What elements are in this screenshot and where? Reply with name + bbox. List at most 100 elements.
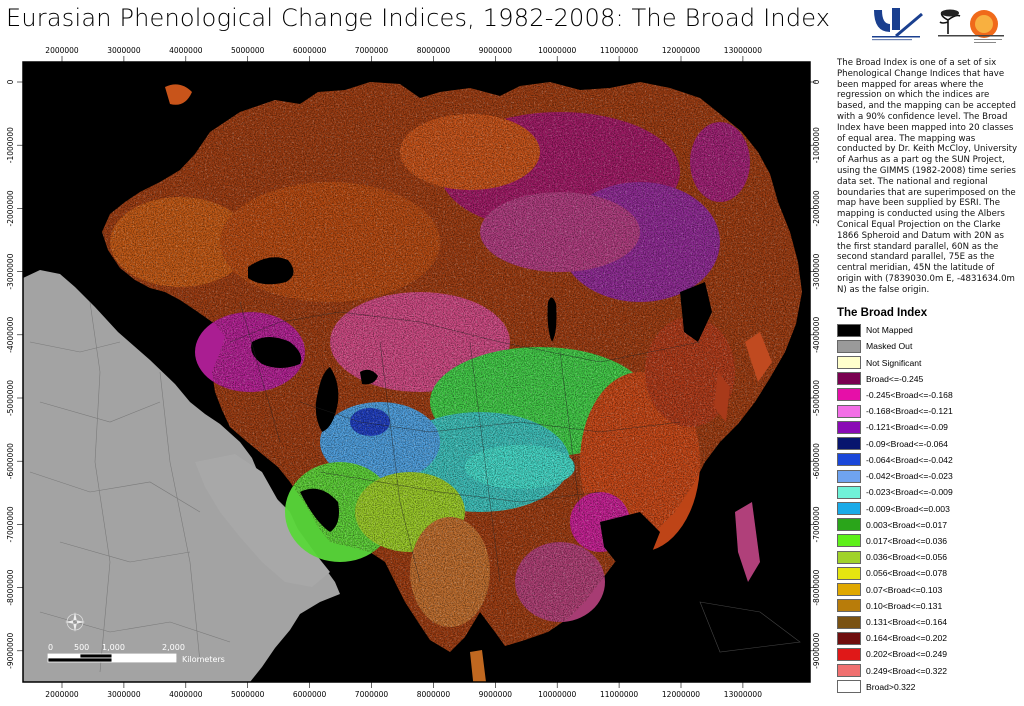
scale-label-0: 0 bbox=[48, 643, 53, 652]
map-title: Eurasian Phenological Change Indices, 19… bbox=[6, 4, 831, 32]
x-tick-label-bottom: 8000000 bbox=[417, 690, 451, 699]
x-tick-label-bottom: 11000000 bbox=[600, 690, 638, 699]
legend-item: 0.003<Broad<=0.017 bbox=[837, 517, 953, 533]
y-tick-label-left: -1000000 bbox=[6, 127, 15, 163]
y-tick-label-right: -4000000 bbox=[812, 317, 821, 353]
legend-label: 0.036<Broad<=0.056 bbox=[866, 552, 947, 563]
legend-swatch bbox=[837, 388, 861, 402]
x-axis-ticks-top: 2000000 3000000 4000000 5000000 6000000 70000… bbox=[45, 46, 762, 62]
x-tick-label-top: 4000000 bbox=[169, 46, 203, 55]
africa-masked-land bbox=[23, 270, 340, 682]
legend-item: 0.164<Broad<=0.202 bbox=[837, 630, 953, 646]
x-tick-label-bottom: 4000000 bbox=[169, 690, 203, 699]
legend-swatch bbox=[837, 502, 861, 516]
legend-item: Not Mapped bbox=[837, 322, 953, 338]
legend-swatch bbox=[837, 420, 861, 434]
caspian-sea bbox=[315, 367, 339, 432]
x-tick-label-top: 7000000 bbox=[355, 46, 389, 55]
legend-label: -0.245<Broad<=-0.168 bbox=[866, 389, 953, 400]
legend-label: Masked Out bbox=[866, 341, 913, 352]
legend-label: 0.10<Broad<=0.131 bbox=[866, 600, 943, 611]
x-tick-label-bottom: 2000000 bbox=[45, 690, 79, 699]
x-tick-label-top: 10000000 bbox=[538, 46, 576, 55]
legend-label: 0.056<Broad<=0.078 bbox=[866, 568, 947, 579]
legend-swatch bbox=[837, 469, 861, 483]
x-tick-label-top: 3000000 bbox=[107, 46, 141, 55]
arabia-masked-land bbox=[195, 454, 330, 587]
legend-item: 0.036<Broad<=0.056 bbox=[837, 549, 953, 565]
y-tick-label-right: 0 bbox=[812, 79, 821, 84]
black-sea bbox=[251, 337, 302, 368]
sea-of-japan bbox=[680, 282, 712, 342]
compass-rose-icon bbox=[65, 612, 85, 632]
legend-swatch bbox=[837, 583, 861, 597]
legend-item: -0.064<Broad<=-0.042 bbox=[837, 452, 953, 468]
legend-item: -0.121<Broad<=-0.09 bbox=[837, 419, 953, 435]
legend-item: -0.09<Broad<=-0.064 bbox=[837, 436, 953, 452]
y-tick-label-left: -9000000 bbox=[6, 633, 15, 669]
y-axis-ticks-right: 0 -1000000 -2000000 -3000000 -4000000 -500000… bbox=[810, 79, 821, 669]
lake-baikal bbox=[547, 297, 557, 342]
y-tick-label-right: -5000000 bbox=[812, 380, 821, 416]
x-tick-label-bottom: 6000000 bbox=[293, 690, 327, 699]
south-china-sea-part bbox=[600, 512, 660, 567]
y-tick-label-right: -3000000 bbox=[812, 253, 821, 289]
x-tick-label-bottom: 3000000 bbox=[107, 690, 141, 699]
y-tick-label-right: -9000000 bbox=[812, 633, 821, 669]
x-tick-label-bottom: 10000000 bbox=[538, 690, 576, 699]
sun-project-logo bbox=[938, 9, 1004, 43]
x-tick-label-top: 11000000 bbox=[600, 46, 638, 55]
legend-item: 0.202<Broad<=0.249 bbox=[837, 646, 953, 662]
legend-swatch bbox=[837, 599, 861, 613]
legend-label: 0.017<Broad<=0.036 bbox=[866, 535, 947, 546]
scale-unit: Kilometers bbox=[182, 655, 225, 664]
university-logo bbox=[872, 8, 923, 41]
x-axis-ticks-bottom: 2000000 3000000 4000000 5000000 6000000 70000… bbox=[45, 682, 762, 699]
aral-sea bbox=[360, 369, 378, 385]
map-content bbox=[23, 82, 802, 682]
legend-swatch bbox=[837, 534, 861, 548]
y-tick-label-right: -2000000 bbox=[812, 190, 821, 226]
x-tick-label-top: 13000000 bbox=[724, 46, 762, 55]
x-tick-label-bottom: 9000000 bbox=[479, 690, 513, 699]
legend-swatch bbox=[837, 566, 861, 580]
scale-label-1000: 1,000 bbox=[102, 643, 125, 652]
baltic-sea bbox=[248, 257, 294, 285]
y-tick-label-left: -7000000 bbox=[6, 506, 15, 542]
legend-item: Masked Out bbox=[837, 338, 953, 354]
y-axis-ticks-left: 0 -1000000 -2000000 -3000000 -4000000 -500000… bbox=[6, 79, 23, 669]
legend-label: -0.121<Broad<=-0.09 bbox=[866, 422, 948, 433]
legend-swatch bbox=[837, 339, 861, 353]
map-frame: 2000000 3000000 4000000 5000000 6000000 70000… bbox=[0, 42, 822, 706]
legend-swatch bbox=[837, 664, 861, 678]
legend-swatch bbox=[837, 615, 861, 629]
y-tick-label-left: -4000000 bbox=[6, 317, 15, 353]
legend-swatch bbox=[837, 680, 861, 694]
legend-label: -0.064<Broad<=-0.042 bbox=[866, 454, 953, 465]
legend-label: -0.023<Broad<=-0.009 bbox=[866, 487, 953, 498]
legend-title: The Broad Index bbox=[837, 307, 928, 319]
legend-swatch bbox=[837, 518, 861, 532]
legend-label: Broad>0.322 bbox=[866, 681, 916, 692]
islands bbox=[165, 84, 801, 682]
legend-swatch bbox=[837, 453, 861, 467]
legend-swatch bbox=[837, 631, 861, 645]
legend-label: 0.164<Broad<=0.202 bbox=[866, 633, 947, 644]
legend-item: 0.249<Broad<=0.322 bbox=[837, 663, 953, 679]
y-tick-label-right: -8000000 bbox=[812, 569, 821, 605]
x-tick-label-top: 6000000 bbox=[293, 46, 327, 55]
legend-label: Not Significant bbox=[866, 357, 922, 368]
scale-label-500: 500 bbox=[74, 643, 89, 652]
legend-item: -0.042<Broad<=-0.023 bbox=[837, 468, 953, 484]
x-tick-label-top: 12000000 bbox=[662, 46, 700, 55]
x-tick-label-top: 2000000 bbox=[45, 46, 79, 55]
legend-label: 0.202<Broad<=0.249 bbox=[866, 649, 947, 660]
y-tick-label-right: -6000000 bbox=[812, 443, 821, 479]
persian-gulf bbox=[300, 488, 339, 532]
legend-item: 0.056<Broad<=0.078 bbox=[837, 565, 953, 581]
legend-item: -0.168<Broad<=-0.121 bbox=[837, 403, 953, 419]
legend-item: 0.10<Broad<=0.131 bbox=[837, 598, 953, 614]
legend-label: 0.07<Broad<=0.103 bbox=[866, 584, 943, 595]
x-tick-label-top: 5000000 bbox=[231, 46, 265, 55]
legend: Not Mapped Masked Out Not Significant Broad… bbox=[837, 322, 953, 695]
